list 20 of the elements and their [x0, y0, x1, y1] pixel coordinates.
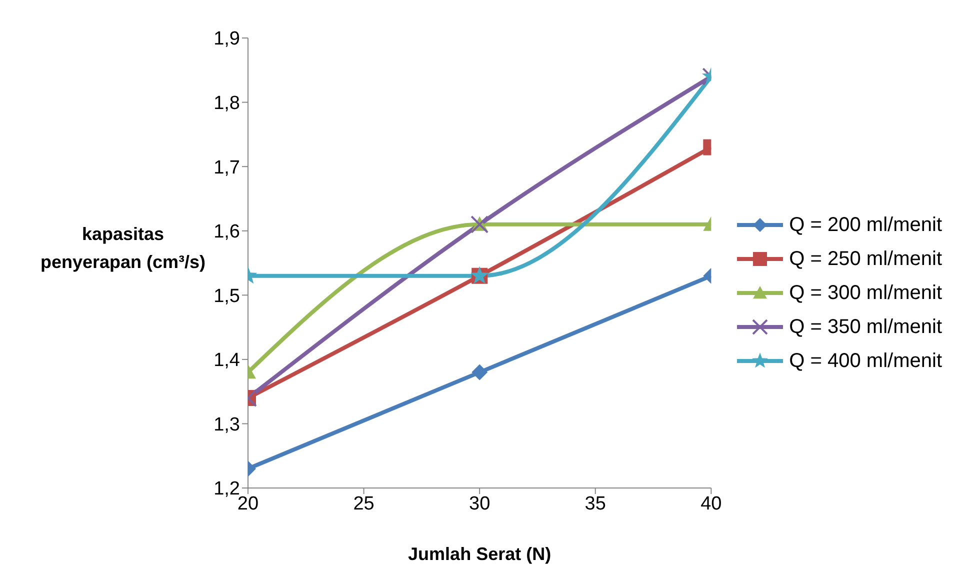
x-tick-label: 40: [700, 493, 722, 514]
y-tick-label: 1,6: [214, 222, 240, 243]
x-tick-label: 30: [469, 493, 490, 514]
x-tick-label: 35: [584, 493, 606, 514]
legend-label: Q = 250 ml/menit: [789, 247, 942, 272]
y-tick-label: 1,7: [214, 157, 240, 178]
legend-label: Q = 400 ml/menit: [789, 349, 942, 374]
legend-label: Q = 300 ml/menit: [789, 281, 942, 306]
legend-label: Q = 350 ml/menit: [789, 315, 942, 340]
y-axis-title: kapasitas penyerapan (cm³/s): [39, 223, 207, 274]
y-tick-label: 1,9: [214, 28, 240, 50]
legend-label: Q = 200 ml/menit: [789, 213, 942, 238]
y-tick-label: 1,4: [214, 350, 240, 372]
y-tick-label: 1,8: [214, 93, 240, 114]
x-axis-title: Jumlah Serat (N): [408, 544, 552, 564]
x-tick-label: 20: [237, 493, 259, 514]
x-tick-label: 25: [353, 493, 374, 514]
y-tick-label: 1,2: [214, 478, 240, 500]
y-tick-label: 1,3: [214, 414, 240, 436]
y-tick-label: 1,5: [214, 286, 240, 307]
